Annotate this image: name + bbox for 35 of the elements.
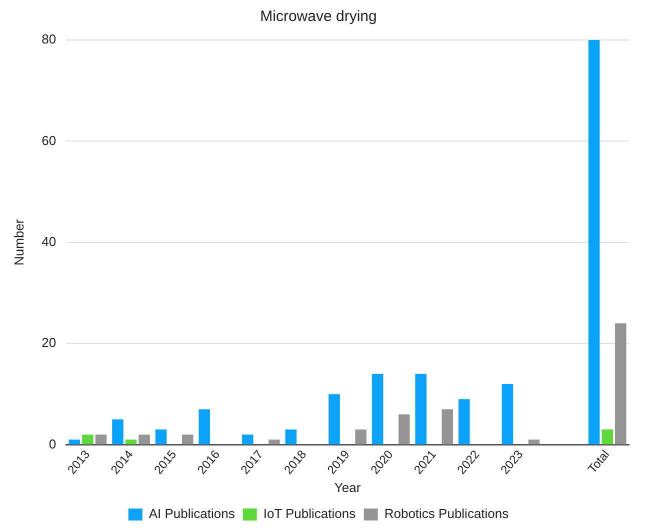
- bar: [328, 394, 340, 444]
- bar: [528, 440, 540, 444]
- bar: [95, 434, 107, 444]
- bar: [155, 430, 167, 444]
- bar: [268, 440, 280, 444]
- bar: [502, 384, 514, 444]
- bar: [242, 434, 254, 444]
- bar: [602, 430, 613, 444]
- bar: [458, 399, 470, 444]
- bar: [138, 434, 150, 444]
- y-tick-label: 0: [48, 436, 56, 452]
- legend-label: Robotics Publications: [384, 506, 510, 522]
- bar: [442, 409, 454, 444]
- bar: [68, 440, 80, 444]
- legend-label: IoT Publications: [263, 506, 356, 522]
- y-tick-label: 40: [42, 234, 56, 249]
- x-axis-title: Year: [334, 480, 362, 495]
- bar: [82, 434, 94, 444]
- bar: [355, 430, 366, 444]
- bar: [398, 414, 410, 444]
- bar: [125, 440, 137, 444]
- y-tick-label: 60: [42, 132, 56, 148]
- bar: [588, 40, 600, 444]
- bar: [614, 323, 626, 444]
- bar: [372, 374, 384, 444]
- y-tick-label: 20: [42, 335, 56, 350]
- bar: [415, 374, 426, 444]
- bar: [198, 409, 210, 444]
- chart-title: Microwave drying: [260, 8, 377, 26]
- y-tick-label: 80: [42, 32, 56, 47]
- legend-label: AI Publications: [148, 506, 236, 522]
- bar: [182, 434, 194, 444]
- y-axis-title: Number: [11, 218, 26, 266]
- bar: [112, 419, 124, 444]
- bar: [285, 430, 297, 444]
